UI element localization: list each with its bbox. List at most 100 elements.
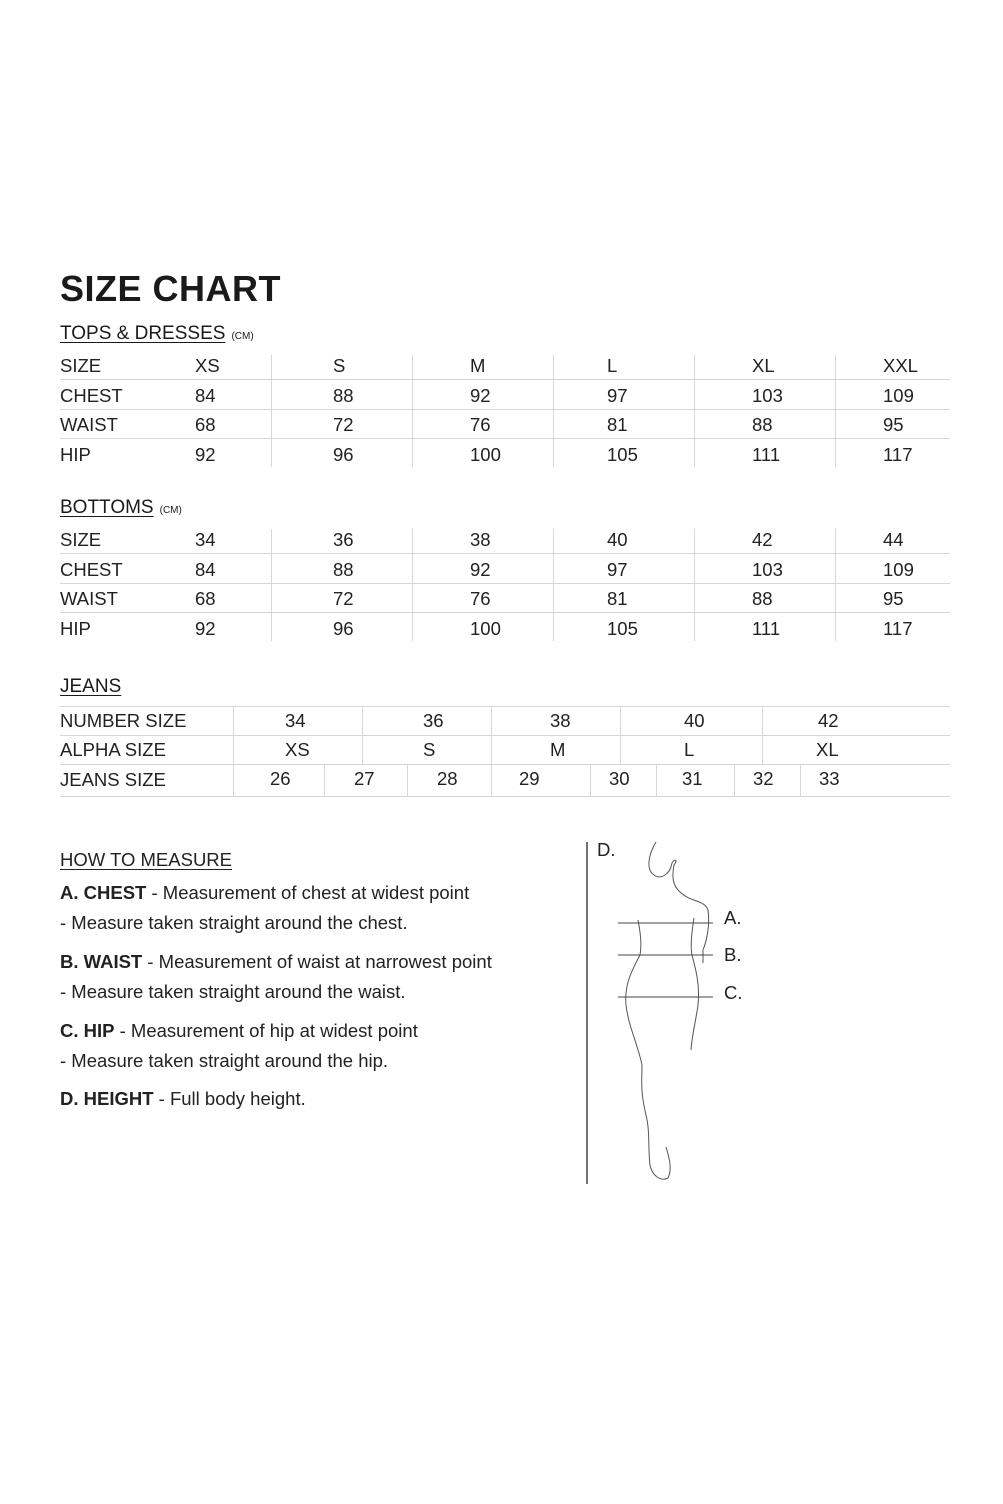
table-cell: M bbox=[550, 739, 566, 760]
table-cell: 103 bbox=[752, 558, 783, 580]
bottoms-unit: (CM) bbox=[159, 505, 182, 516]
table-cell: 88 bbox=[752, 414, 773, 435]
table-cell: S bbox=[423, 739, 436, 760]
column-divider bbox=[590, 764, 591, 796]
table-cell: 95 bbox=[883, 588, 904, 609]
table-cell: 92 bbox=[470, 558, 491, 580]
table-cell: 117 bbox=[883, 617, 913, 639]
column-divider bbox=[553, 355, 554, 467]
table-cell: 34 bbox=[195, 529, 216, 550]
table-cell: 76 bbox=[470, 414, 491, 435]
table-cell: 97 bbox=[607, 384, 628, 406]
table-cell: 44 bbox=[883, 529, 904, 550]
table-cell: 100 bbox=[470, 617, 501, 639]
table-cell: 40 bbox=[684, 710, 705, 731]
table-cell: 92 bbox=[195, 443, 216, 465]
table-cell: XL bbox=[752, 355, 775, 376]
figure-label-c: C. bbox=[724, 982, 743, 1003]
bottoms-heading: BOTTOMS (CM) bbox=[60, 497, 182, 519]
table-cell: 92 bbox=[195, 617, 216, 639]
table-cell: 105 bbox=[607, 617, 638, 639]
table-cell: 97 bbox=[607, 558, 628, 580]
row-label: WAIST bbox=[60, 588, 118, 609]
row-label: ALPHA SIZE bbox=[60, 739, 166, 760]
column-divider bbox=[324, 764, 325, 796]
measure-term: A. CHEST bbox=[60, 882, 147, 903]
row-label: SIZE bbox=[60, 355, 102, 376]
body-measurement-figure bbox=[586, 841, 713, 1184]
tops-heading-text: TOPS & DRESSES bbox=[60, 323, 226, 344]
table-cell: 96 bbox=[333, 443, 354, 465]
column-divider bbox=[553, 529, 554, 641]
measure-description: - Measurement of hip at widest point bbox=[114, 1020, 418, 1041]
row-label: CHEST bbox=[60, 558, 123, 580]
jeans-heading: JEANS bbox=[60, 676, 122, 697]
table-cell: 42 bbox=[752, 529, 773, 550]
body-outline-left bbox=[625, 919, 671, 1180]
row-divider bbox=[60, 706, 950, 707]
column-divider bbox=[694, 355, 695, 467]
row-divider bbox=[60, 735, 950, 736]
table-cell: 100 bbox=[470, 443, 501, 465]
column-divider bbox=[491, 764, 492, 796]
measure-item: B. WAIST - Measurement of waist at narro… bbox=[60, 951, 492, 973]
column-divider bbox=[835, 529, 836, 641]
table-cell: 72 bbox=[333, 414, 354, 435]
table-cell: 88 bbox=[752, 588, 773, 609]
row-divider bbox=[60, 379, 950, 380]
table-cell: L bbox=[607, 355, 618, 376]
measure-term: C. HIP bbox=[60, 1020, 115, 1041]
row-label: HIP bbox=[60, 443, 91, 465]
measure-item: C. HIP - Measurement of hip at widest po… bbox=[60, 1020, 418, 1042]
figure-label-d: D. bbox=[597, 839, 616, 860]
row-divider bbox=[60, 553, 950, 554]
column-divider bbox=[412, 355, 413, 467]
table-cell: 32 bbox=[753, 768, 774, 789]
table-cell: 96 bbox=[333, 617, 354, 639]
column-divider bbox=[233, 706, 234, 764]
column-divider bbox=[694, 529, 695, 641]
column-divider bbox=[620, 706, 621, 764]
column-divider bbox=[407, 764, 408, 796]
column-divider bbox=[233, 764, 234, 796]
table-cell: 72 bbox=[333, 588, 354, 609]
figure-label-a: A. bbox=[724, 907, 742, 928]
table-cell: 88 bbox=[333, 558, 354, 580]
table-cell: 68 bbox=[195, 414, 216, 435]
bottoms-heading-text: BOTTOMS bbox=[60, 497, 154, 518]
table-cell: 92 bbox=[470, 384, 491, 406]
table-cell: 111 bbox=[752, 443, 781, 465]
row-label: HIP bbox=[60, 617, 91, 639]
table-cell: 88 bbox=[333, 384, 354, 406]
body-outline-right bbox=[690, 917, 699, 1051]
table-cell: 81 bbox=[607, 588, 628, 609]
table-cell: 30 bbox=[609, 768, 630, 789]
table-cell: 29 bbox=[519, 768, 540, 789]
column-divider bbox=[800, 764, 801, 796]
measure-note: - Measure taken straight around the hip. bbox=[60, 1050, 389, 1071]
measure-description: - Measurement of chest at widest point bbox=[146, 882, 470, 903]
table-cell: 28 bbox=[437, 768, 458, 789]
column-divider bbox=[491, 706, 492, 764]
table-cell: 36 bbox=[423, 710, 444, 731]
measure-term: D. HEIGHT bbox=[60, 1088, 154, 1109]
table-cell: 27 bbox=[354, 768, 375, 789]
table-cell: 105 bbox=[607, 443, 638, 465]
table-cell: 38 bbox=[470, 529, 491, 550]
measure-item: D. HEIGHT - Full body height. bbox=[60, 1088, 306, 1110]
row-divider bbox=[60, 438, 950, 439]
column-divider bbox=[835, 355, 836, 467]
table-cell: 109 bbox=[883, 558, 914, 580]
column-divider bbox=[762, 706, 763, 764]
table-cell: 38 bbox=[550, 710, 571, 731]
column-divider bbox=[734, 764, 735, 796]
table-cell: 68 bbox=[195, 588, 216, 609]
table-cell: 111 bbox=[752, 617, 781, 639]
table-cell: 36 bbox=[333, 529, 354, 550]
column-divider bbox=[412, 529, 413, 641]
tops-heading: TOPS & DRESSES (CM) bbox=[60, 323, 254, 345]
table-cell: XS bbox=[195, 355, 220, 376]
table-cell: 31 bbox=[682, 768, 703, 789]
row-divider bbox=[60, 796, 950, 797]
